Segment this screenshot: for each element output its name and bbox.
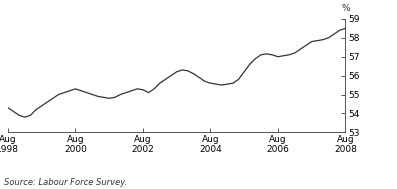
Text: %: % [341,4,350,13]
Text: Source: Labour Force Survey.: Source: Labour Force Survey. [4,178,127,187]
